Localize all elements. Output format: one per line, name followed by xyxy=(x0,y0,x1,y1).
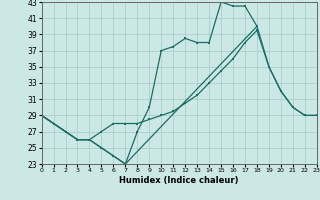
X-axis label: Humidex (Indice chaleur): Humidex (Indice chaleur) xyxy=(119,176,239,185)
